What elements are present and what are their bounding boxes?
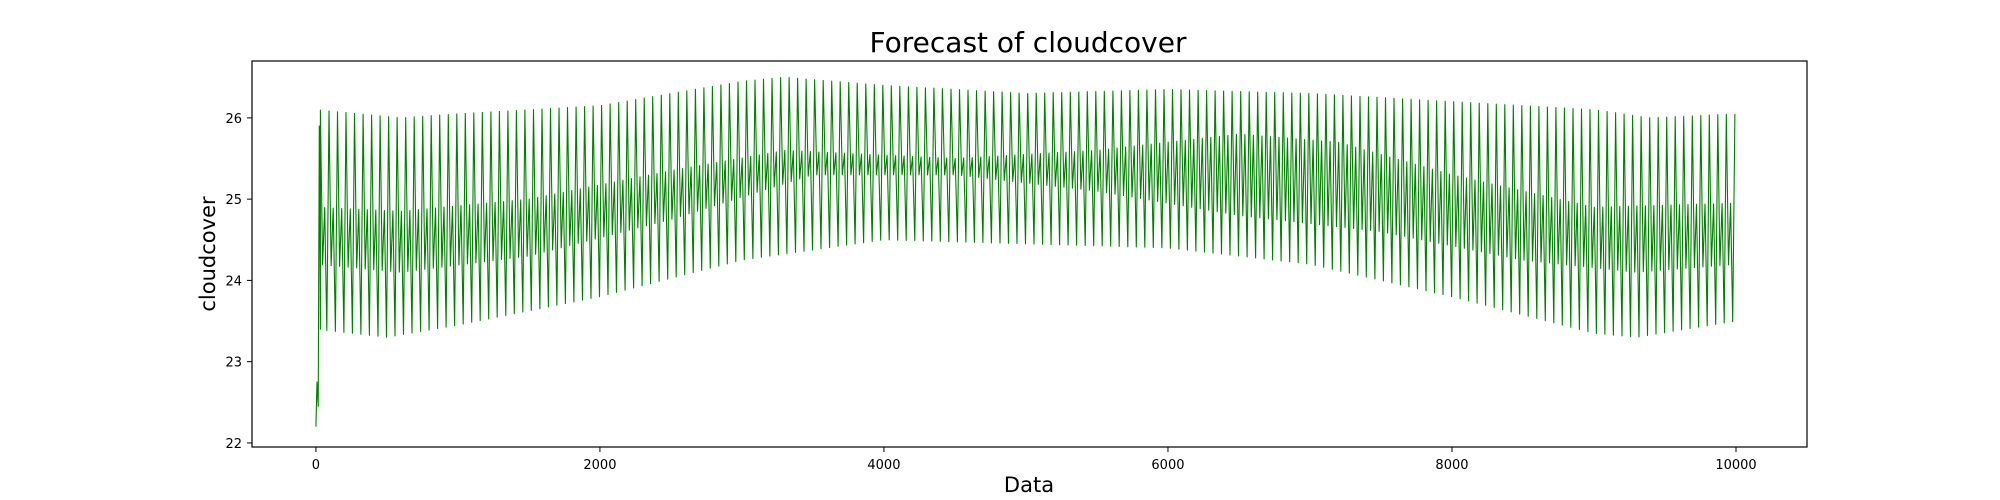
y-tick-label: 22: [225, 437, 242, 452]
x-tick-label: 10000: [1715, 458, 1756, 473]
y-tick-label: 23: [225, 356, 242, 371]
x-axis-label: Data: [1004, 473, 1054, 497]
y-axis: 22 23 24 25 26: [225, 112, 252, 452]
plot-frame: [251, 60, 1808, 448]
y-tick-label: 25: [225, 193, 242, 208]
x-tick-label: 6000: [1151, 458, 1184, 473]
x-tick-label: 2000: [583, 458, 616, 473]
y-tick-label: 26: [225, 112, 242, 127]
x-axis: 0 2000 4000 6000 8000 10000: [312, 447, 1757, 473]
chart-title: Forecast of cloudcover: [870, 26, 1187, 59]
y-axis-label: cloudcover: [196, 196, 220, 312]
x-tick-label: 8000: [1435, 458, 1468, 473]
plot-area: [251, 60, 1808, 448]
y-tick-label: 24: [225, 274, 242, 289]
series-line: [315, 77, 1736, 427]
x-tick-label: 4000: [867, 458, 900, 473]
x-tick-label: 0: [312, 458, 320, 473]
series-cloudcover: [315, 77, 1736, 427]
